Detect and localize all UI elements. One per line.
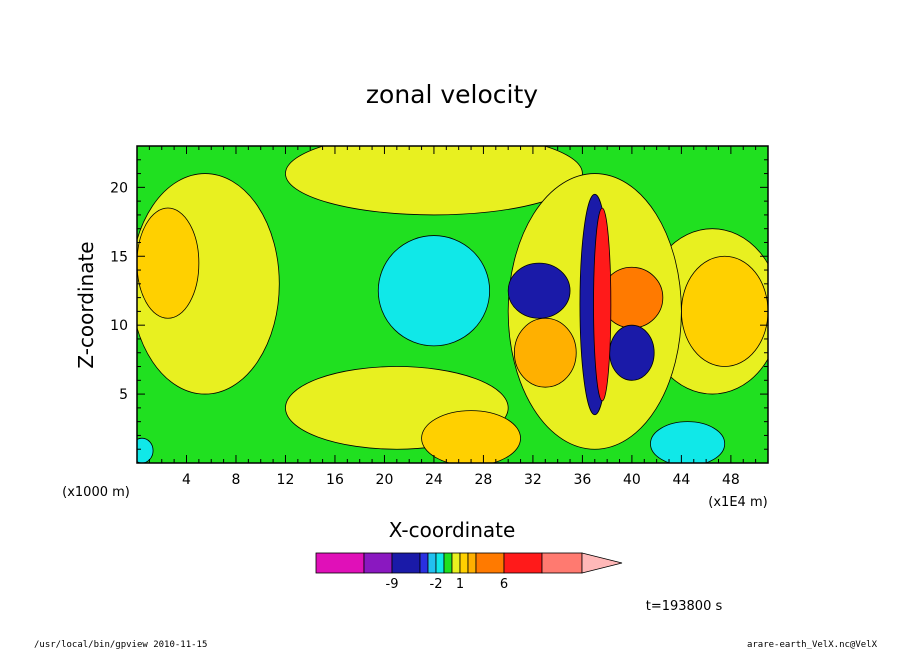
contour-patch-12 bbox=[507, 262, 571, 319]
colorbar-segment bbox=[541, 552, 583, 574]
contour-patch-1 bbox=[137, 207, 200, 319]
colorbar-segment bbox=[419, 552, 429, 574]
x-tick-label: 12 bbox=[277, 472, 295, 488]
x-tick-label: 32 bbox=[524, 472, 542, 488]
x-tick-label: 16 bbox=[326, 472, 344, 488]
x-tick-label: 4 bbox=[182, 472, 191, 488]
x-tick-label: 36 bbox=[573, 472, 591, 488]
contour-patch-7 bbox=[681, 255, 768, 367]
colorbar-segment bbox=[315, 552, 365, 574]
y-tick-label: 20 bbox=[110, 180, 128, 196]
colorbar-segment bbox=[443, 552, 453, 574]
contour-patch-4 bbox=[421, 410, 521, 463]
colorbar-segment bbox=[363, 552, 393, 574]
colorbar-segment bbox=[435, 552, 445, 574]
contour-field bbox=[137, 146, 768, 463]
footer-right: arare-earth_VelX.nc@VelX bbox=[746, 640, 877, 650]
x-tick-label: 40 bbox=[623, 472, 641, 488]
contour-patch-16 bbox=[593, 207, 612, 402]
contour-patch-14 bbox=[609, 324, 655, 381]
contour-patch-11 bbox=[513, 317, 577, 388]
colorbar-tick-label: 6 bbox=[500, 577, 508, 592]
x-tick-label: 8 bbox=[232, 472, 241, 488]
footer-left: /usr/local/bin/gpview 2010-11-15 bbox=[34, 640, 208, 650]
contour-patch-8 bbox=[650, 421, 726, 463]
y-tick-label: 10 bbox=[110, 318, 128, 334]
y-tick-label: 5 bbox=[119, 387, 128, 403]
time-label: t=193800 s bbox=[646, 599, 723, 614]
colorbar-tick-label: 1 bbox=[456, 577, 464, 592]
x-tick-label: 28 bbox=[475, 472, 493, 488]
colorbar-segment bbox=[503, 552, 543, 574]
x-unit-label: (x1E4 m) bbox=[708, 495, 767, 510]
y-unit-label: (x1000 m) bbox=[62, 485, 130, 500]
colorbar-tick-label: -9 bbox=[386, 577, 399, 592]
x-axis-ticks: 4 8 12 16 20 24 28 32 36 40 44 48 bbox=[148, 146, 757, 488]
colorbar-segment bbox=[459, 552, 469, 574]
x-tick-label: 20 bbox=[376, 472, 394, 488]
colorbar bbox=[315, 552, 623, 574]
contour-patch-2 bbox=[285, 146, 583, 216]
chart-title: zonal velocity bbox=[366, 80, 538, 109]
x-axis-label: X-coordinate bbox=[389, 518, 516, 542]
y-axis-label: Z-coordinate bbox=[74, 241, 98, 368]
colorbar-segment bbox=[467, 552, 477, 574]
x-tick-label: 44 bbox=[672, 472, 690, 488]
x-tick-label: 48 bbox=[722, 472, 740, 488]
colorbar-arrow bbox=[581, 552, 623, 574]
colorbar-segment bbox=[451, 552, 461, 574]
plot-frame bbox=[136, 145, 769, 464]
contour-patch-5 bbox=[377, 235, 491, 347]
colorbar-segment bbox=[427, 552, 437, 574]
y-tick-label: 15 bbox=[110, 249, 128, 265]
colorbar-tick-labels: -9 -2 1 6 bbox=[386, 577, 509, 592]
y-axis-ticks: 5 10 15 20 bbox=[110, 159, 768, 450]
colorbar-segment bbox=[391, 552, 421, 574]
colorbar-tick-label: -2 bbox=[430, 577, 443, 592]
x-tick-label: 24 bbox=[425, 472, 443, 488]
colorbar-segment bbox=[475, 552, 505, 574]
